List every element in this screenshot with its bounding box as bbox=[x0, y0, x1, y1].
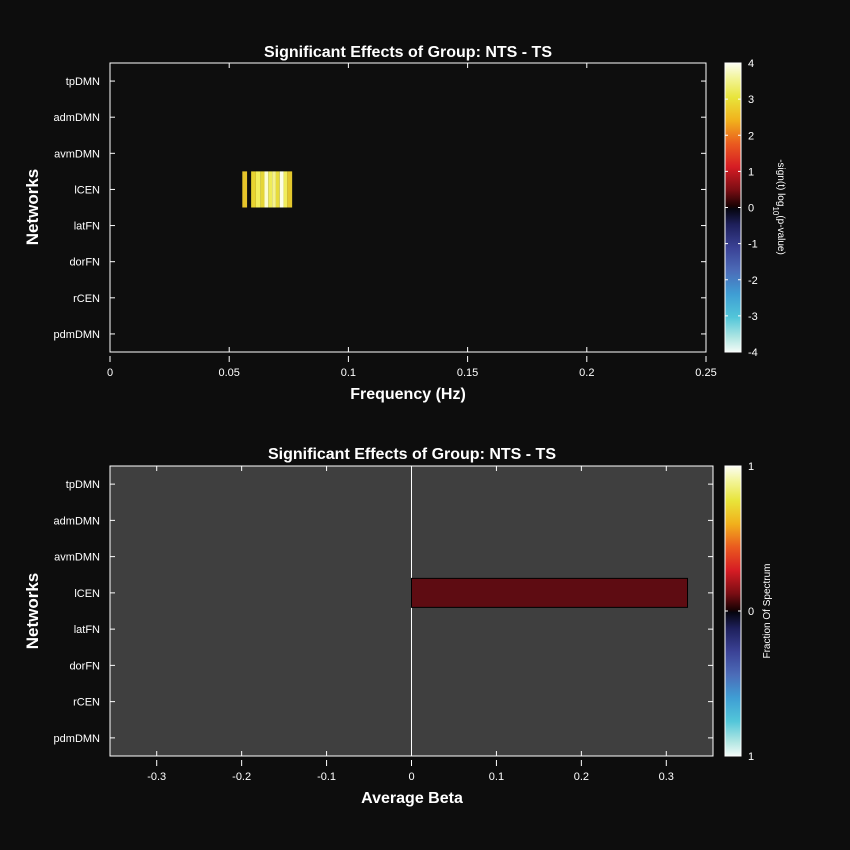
colorbar-tick-label: 1 bbox=[748, 461, 754, 473]
heatmap-title: Significant Effects of Group: NTS - TS bbox=[264, 44, 552, 61]
y-tick-label-pdmDMN: pdmDMN bbox=[54, 733, 101, 745]
y-tick-label-tpDMN: tpDMN bbox=[66, 479, 100, 491]
heatmap-cell bbox=[275, 171, 280, 208]
x-tick-label: 0.15 bbox=[457, 367, 478, 379]
colorbar-tick-label: 2 bbox=[748, 130, 754, 142]
x-tick-label: 0 bbox=[107, 367, 113, 379]
y-tick-label-tpDMN: tpDMN bbox=[66, 76, 100, 88]
bar-colorbar-label: Fraction Of Spectrum bbox=[762, 563, 773, 658]
heatmap-y-axis-label: Networks bbox=[23, 169, 42, 246]
colorbar-tick-label: 4 bbox=[748, 58, 754, 70]
heatmap-colorbar-ticks: 4 3 2 1 0 -1 -2 -3 -4 bbox=[725, 58, 758, 359]
y-tick-label-latFN: latFN bbox=[74, 221, 100, 233]
x-tick-label: -0.1 bbox=[317, 771, 336, 783]
colorbar-tick-label: -1 bbox=[748, 239, 758, 251]
colorbar-tick-label: 3 bbox=[748, 94, 754, 106]
y-tick-label-admDMN: admDMN bbox=[54, 112, 101, 124]
y-tick-label-lCEN: lCEN bbox=[74, 588, 100, 600]
heatmap-cell bbox=[279, 171, 284, 208]
y-tick-label-admDMN: admDMN bbox=[54, 515, 101, 527]
bar-x-tick-labels: -0.3 -0.2 -0.1 0 0.1 0.2 0.3 bbox=[147, 771, 674, 783]
heatmap-cell bbox=[287, 171, 293, 208]
x-tick-label: 0.25 bbox=[695, 367, 716, 379]
x-tick-label: 0.2 bbox=[574, 771, 589, 783]
heatmap-axis-ticks bbox=[109, 63, 707, 362]
y-tick-label-pdmDMN: pdmDMN bbox=[54, 329, 101, 341]
x-tick-label: -0.2 bbox=[232, 771, 251, 783]
heatmap-x-tick-labels: 0 0.05 0.1 0.15 0.2 0.25 bbox=[107, 367, 717, 379]
y-tick-label-rCEN: rCEN bbox=[73, 697, 100, 709]
x-tick-label: 0.3 bbox=[659, 771, 674, 783]
y-tick-label-dorFN: dorFN bbox=[69, 660, 100, 672]
x-tick-label: 0.1 bbox=[489, 771, 504, 783]
bar-lCEN bbox=[411, 577, 689, 608]
x-tick-label: 0.05 bbox=[218, 367, 239, 379]
colorbar-tick-label: -4 bbox=[748, 347, 758, 359]
heatmap-y-tick-labels: tpDMN admDMN avmDMN lCEN latFN dorFN rCEN pdmDM… bbox=[54, 76, 101, 341]
heatmap-cell bbox=[260, 171, 265, 208]
heatmap-colorbar-label-subscript: 10 bbox=[772, 206, 781, 215]
heatmap-cell bbox=[264, 171, 269, 208]
colorbar-tick-label: 1 bbox=[748, 751, 754, 763]
colorbar-tick-label: 0 bbox=[748, 606, 754, 618]
heatmap-cell bbox=[251, 171, 256, 208]
bar-panel: Significant Effects of Group: NTS - TS -… bbox=[23, 446, 773, 807]
x-tick-label: -0.3 bbox=[147, 771, 166, 783]
bar-marks bbox=[411, 577, 689, 608]
x-tick-label: 0.2 bbox=[579, 367, 594, 379]
heatmap-panel: Significant Effects of Group: NTS - TS 0… bbox=[23, 44, 786, 403]
colorbar-tick-label: 1 bbox=[748, 166, 754, 178]
heatmap-cells bbox=[242, 171, 293, 208]
colorbar-tick-label: 0 bbox=[748, 203, 754, 215]
y-tick-label-rCEN: rCEN bbox=[73, 293, 100, 305]
colorbar-tick-label: -2 bbox=[748, 275, 758, 287]
colorbar-tick-label: -3 bbox=[748, 311, 758, 323]
heatmap-cell bbox=[242, 171, 248, 208]
bar-colorbar-ticks: 1 0 1 bbox=[725, 461, 754, 763]
y-tick-label-lCEN: lCEN bbox=[74, 184, 100, 196]
heatmap-plot-area bbox=[109, 62, 707, 353]
bar-title: Significant Effects of Group: NTS - TS bbox=[268, 446, 556, 463]
heatmap-cell bbox=[272, 171, 276, 208]
x-tick-label: 0.1 bbox=[341, 367, 356, 379]
y-tick-label-avmDMN: avmDMN bbox=[54, 148, 100, 160]
x-tick-label: 0 bbox=[408, 771, 414, 783]
bar-y-axis-label: Networks bbox=[23, 573, 42, 650]
y-tick-label-avmDMN: avmDMN bbox=[54, 552, 100, 564]
y-tick-label-latFN: latFN bbox=[74, 624, 100, 636]
y-tick-label-dorFN: dorFN bbox=[69, 257, 100, 269]
bar-y-tick-labels: tpDMN admDMN avmDMN lCEN latFN dorFN rCEN pdmDM… bbox=[54, 479, 101, 745]
heatmap-cell bbox=[268, 171, 273, 208]
heatmap-cell bbox=[255, 171, 261, 208]
bar-x-axis-label: Average Beta bbox=[361, 790, 463, 807]
heatmap-x-axis-label: Frequency (Hz) bbox=[350, 386, 466, 403]
heatmap-colorbar-label: -sign(t) log10(p-value) bbox=[772, 159, 787, 255]
heatmap-cell bbox=[283, 171, 288, 208]
